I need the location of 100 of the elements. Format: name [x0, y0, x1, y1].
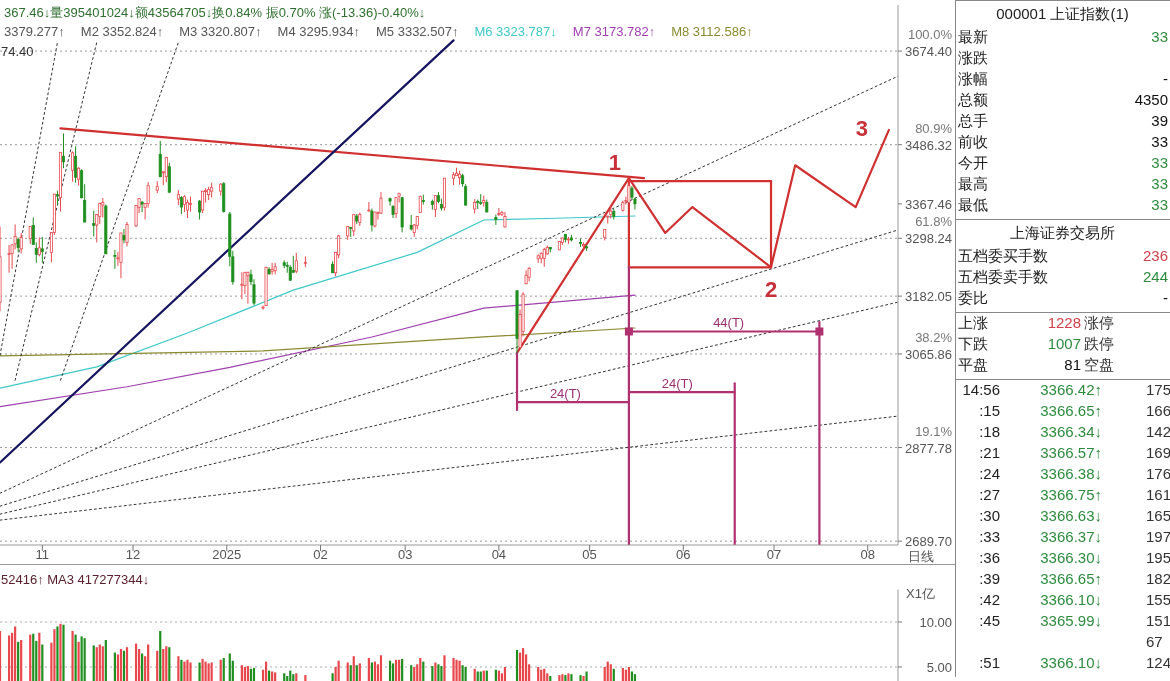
annotation: 3 [855, 115, 869, 141]
y-tick-label: 3486.32 [905, 137, 952, 153]
category-label: :39 [979, 570, 1000, 587]
text: 61.8% [915, 214, 953, 230]
annotation: 367.46↓量395401024↓额43564705↓换0.84% 振0.70% 涨(-13.36)-0.40%↓ [4, 5, 426, 20]
x-tick-label: 07 [766, 547, 782, 562]
text: 175 [1146, 381, 1170, 398]
text: 1228 [1047, 314, 1081, 331]
x-tick-label: 11 [35, 547, 50, 562]
text: 000001 上证指数(1) [996, 5, 1129, 22]
y-tick-label: 3674.40 [905, 44, 952, 60]
text: 38.2% [915, 329, 953, 345]
text: 1007 [1047, 335, 1081, 352]
text: 上海证券交易所 [1010, 224, 1115, 241]
x-tick-label: 2025 [212, 547, 242, 562]
x-tick-label: 03 [397, 547, 413, 562]
text: 3365.99↓ [1040, 612, 1102, 629]
text: 3366.75↑ [1040, 486, 1102, 503]
category-label: 今开 [958, 154, 988, 171]
text: 4350 [1134, 91, 1168, 108]
category-label: :51 [979, 654, 1000, 671]
category-label: :21 [979, 444, 1000, 461]
text: 176 [1146, 465, 1170, 482]
text: X1亿 [906, 585, 935, 601]
text: 3366.65↑ [1040, 570, 1102, 587]
text: 3366.57↑ [1040, 444, 1102, 461]
text: 165 [1146, 507, 1170, 524]
x-tick-label: 04 [491, 547, 507, 562]
text: 161 [1146, 486, 1170, 503]
text: 33 [1151, 133, 1168, 150]
text: 124 [1146, 654, 1170, 671]
text: 33 [1151, 154, 1168, 171]
annotation: 74.40 [1, 44, 34, 59]
category-label: 总手 [957, 112, 988, 129]
category-label: :36 [979, 549, 1000, 566]
text: 155 [1146, 591, 1170, 608]
text: M8 3112.586↑ [671, 24, 753, 39]
category-label: 前收 [958, 133, 988, 150]
text: 244 [1142, 268, 1168, 285]
text: 空盘 [1084, 356, 1114, 373]
annotation: M5 3332.507↑ [376, 24, 459, 39]
category-label: :30 [979, 507, 1000, 524]
text: 日线 [908, 549, 934, 564]
x-tick-label: 02 [313, 547, 328, 562]
text: 52416↑ MA3 417277344↓ [1, 571, 150, 587]
annotation: M2 3352.824↑ [80, 24, 164, 39]
category-label: :24 [979, 465, 1000, 482]
text: 3366.34↓ [1040, 423, 1102, 440]
text: 151 [1146, 612, 1170, 629]
y-tick-label: 3367.46 [905, 196, 952, 212]
text: 169 [1146, 444, 1170, 461]
text: 81 [1064, 356, 1081, 373]
text: 3366.30↓ [1040, 549, 1102, 566]
annotation: 44(T) [713, 314, 745, 330]
category-label: 平盘 [958, 356, 988, 373]
annotation: 24(T) [549, 385, 581, 401]
text: 3366.38↓ [1040, 465, 1102, 482]
text: 166 [1146, 402, 1170, 419]
text: 跌停 [1084, 335, 1114, 352]
text: 182 [1146, 570, 1170, 587]
x-tick-label: 08 [860, 547, 875, 562]
text: 3366.65↑ [1040, 402, 1102, 419]
category-label: 涨跌 [958, 49, 988, 66]
x-tick-label: 12 [125, 547, 141, 562]
text: 33 [1151, 196, 1168, 213]
annotation: 3379.277↑ [4, 24, 65, 39]
text: M6 3323.787↓ [474, 24, 557, 39]
y-tick-label: 3298.24 [905, 231, 952, 247]
category-label: :33 [979, 528, 1000, 545]
category-label: 涨幅 [958, 70, 988, 87]
text: - [1163, 70, 1168, 87]
text: 100.0% [907, 27, 953, 43]
text: 39 [1151, 112, 1168, 129]
text: 33 [1151, 28, 1168, 45]
category-label: :42 [979, 591, 1000, 608]
y-tick-label: 2689.70 [905, 534, 952, 550]
text: 80.9% [915, 120, 953, 136]
x-tick-label: 06 [676, 547, 691, 562]
category-label: 委比 [958, 289, 988, 306]
text: 197 [1146, 528, 1170, 545]
category-label: 最新 [958, 28, 988, 45]
category-label: 最高 [958, 175, 988, 192]
category-label: :18 [979, 423, 1000, 440]
category-label: 14:56 [962, 381, 1000, 398]
text: 3366.10↓ [1040, 591, 1102, 608]
annotation: M3 3320.807↑ [179, 24, 262, 39]
category-label: 五档委买手数 [958, 247, 1048, 264]
y-tick-label: 10.00 [919, 615, 952, 630]
text: 67 [1146, 633, 1163, 650]
y-tick-label: 2877.78 [905, 440, 952, 456]
text: 3366.37↓ [1040, 528, 1102, 545]
category-label: :45 [979, 612, 1000, 629]
category-label: 总额 [957, 91, 988, 108]
y-tick-label: 3182.05 [905, 289, 952, 305]
text: 142 [1146, 423, 1170, 440]
category-label: :27 [979, 486, 1000, 503]
text: - [1163, 289, 1168, 306]
text: 3366.63↓ [1040, 507, 1102, 524]
annotation: 1 [608, 150, 622, 176]
text: M7 3173.782↑ [572, 24, 656, 39]
